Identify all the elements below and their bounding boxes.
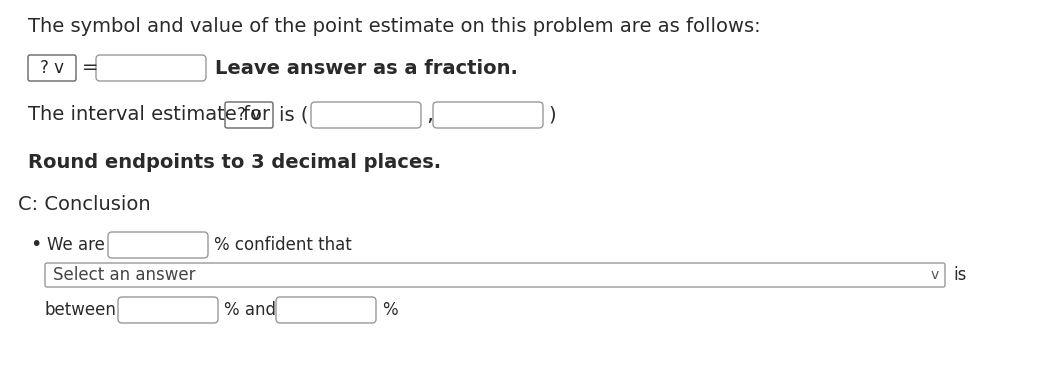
Text: Leave answer as a fraction.: Leave answer as a fraction.: [215, 59, 518, 77]
Text: Select an answer: Select an answer: [53, 266, 196, 284]
Text: between: between: [45, 301, 117, 319]
FancyBboxPatch shape: [28, 55, 76, 81]
Text: % and: % and: [224, 301, 276, 319]
FancyBboxPatch shape: [45, 263, 945, 287]
Text: C: Conclusion: C: Conclusion: [18, 195, 150, 214]
Text: ,: ,: [426, 105, 433, 125]
FancyBboxPatch shape: [108, 232, 208, 258]
Text: We are: We are: [47, 236, 105, 254]
FancyBboxPatch shape: [433, 102, 543, 128]
Text: The symbol and value of the point estimate on this problem are as follows:: The symbol and value of the point estima…: [28, 17, 761, 36]
Text: Round endpoints to 3 decimal places.: Round endpoints to 3 decimal places.: [28, 153, 441, 172]
FancyBboxPatch shape: [118, 297, 218, 323]
FancyBboxPatch shape: [276, 297, 376, 323]
Text: ? v: ? v: [40, 59, 64, 77]
Text: v: v: [931, 268, 939, 282]
Text: •: •: [31, 235, 41, 254]
Text: =: =: [82, 59, 99, 77]
FancyBboxPatch shape: [311, 102, 421, 128]
Text: is: is: [953, 266, 967, 284]
Text: The interval estimate for: The interval estimate for: [28, 105, 270, 124]
Text: ): ): [548, 105, 555, 124]
Text: ? v: ? v: [237, 106, 261, 124]
Text: % confident that: % confident that: [214, 236, 351, 254]
FancyBboxPatch shape: [225, 102, 274, 128]
Text: %: %: [382, 301, 398, 319]
Text: is (: is (: [279, 105, 308, 124]
FancyBboxPatch shape: [96, 55, 206, 81]
